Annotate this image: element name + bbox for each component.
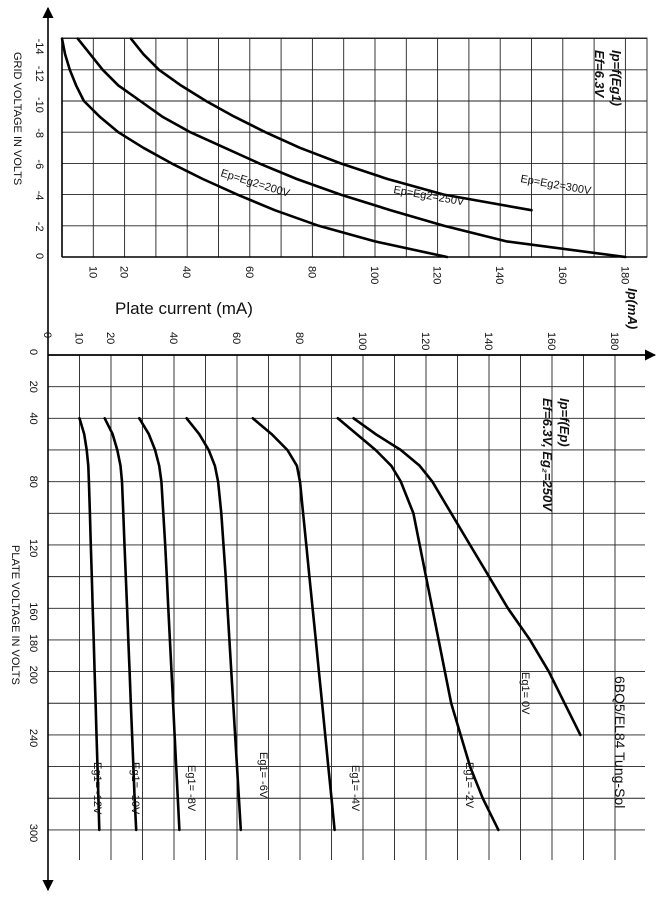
tick-label-current-2: 10 xyxy=(73,332,85,344)
tick-label-current-1: 40 xyxy=(180,266,192,278)
series-label-1: Ep=Eg2=300V xyxy=(519,173,592,197)
tick-label-plate-voltage: 80 xyxy=(27,476,39,488)
tick-label-current-1: 80 xyxy=(305,266,317,278)
tick-label-current-2: 180 xyxy=(608,332,620,350)
curves-chart-grid-voltage xyxy=(60,37,627,259)
tick-label-grid-voltage: -12 xyxy=(33,66,45,82)
tick-label-grid-voltage: -10 xyxy=(33,97,45,113)
tick-label-plate-voltage: 120 xyxy=(27,539,39,557)
plot-frame-1 xyxy=(61,37,648,258)
tick-label-current-1: 60 xyxy=(243,266,255,278)
series-label-2: Eg1= -10V xyxy=(129,762,141,815)
series-label-2: Eg1= -2V xyxy=(463,762,475,809)
tick-label-current-2: 120 xyxy=(419,332,431,350)
axis-label-ip-ma: Ip(mA) xyxy=(625,288,640,329)
tick-label-current-1: 10 xyxy=(86,266,98,278)
tick-label-plate-voltage: 180 xyxy=(27,634,39,652)
axis-label-grid-voltage: GRID VOLTAGE IN VOLTS xyxy=(11,52,23,185)
tick-label-plate-voltage: 20 xyxy=(27,381,39,393)
tick-label-plate-voltage: 0 xyxy=(27,349,39,355)
curve-eg1-10v xyxy=(103,417,138,832)
series-label-2: Eg1= -8V xyxy=(185,765,197,812)
curve-eg1-2v xyxy=(336,417,500,832)
tick-label-plate-voltage: 40 xyxy=(27,412,39,424)
tick-label-current-2: 80 xyxy=(293,332,305,344)
tick-label-grid-voltage: -4 xyxy=(33,191,45,201)
axis-label-plate-current: Plate current (mA) xyxy=(115,299,253,318)
chart-subtitle-1: Ef=6.3V xyxy=(592,50,607,99)
chart-title-1: Ip=f(Eg1) xyxy=(609,50,624,106)
datasheet-title: 6BQ5/EL84 Tung-Sol xyxy=(612,676,628,808)
tick-label-current-2: 100 xyxy=(356,332,368,350)
curve-eg1-12v xyxy=(78,417,101,832)
tick-label-current-1: 20 xyxy=(118,266,130,278)
tick-label-current-2: 20 xyxy=(104,332,116,344)
tick-label-grid-voltage: -6 xyxy=(33,159,45,169)
tick-label-current-2: 60 xyxy=(230,332,242,344)
grid-chart-grid-voltage xyxy=(61,37,648,258)
tick-label-plate-voltage: 240 xyxy=(27,729,39,747)
curve-eg1-0v xyxy=(352,417,582,737)
curve-eg1-8v xyxy=(138,417,181,832)
tick-label-current-2: 140 xyxy=(482,332,494,350)
chart-subtitle-2: Ef=6.3V, Eg₂=250V xyxy=(540,398,555,512)
curve-eg1-6v xyxy=(185,417,243,832)
series-label-2: Eg1= -6V xyxy=(257,752,269,799)
curve-ep-eg2-250v xyxy=(76,37,627,259)
tick-label-grid-voltage: -8 xyxy=(33,128,45,138)
tick-label-plate-voltage: 300 xyxy=(27,824,39,842)
tick-label-plate-voltage: 200 xyxy=(27,666,39,684)
tick-label-current-2: 0 xyxy=(41,332,53,338)
tick-label-plate-voltage: 160 xyxy=(27,602,39,620)
tick-label-current-1: 160 xyxy=(556,266,568,284)
tick-label-current-1: 140 xyxy=(493,266,505,284)
tick-label-current-2: 40 xyxy=(167,332,179,344)
tick-label-current-1: 120 xyxy=(431,266,443,284)
tick-label-current-1: 100 xyxy=(368,266,380,284)
series-label-1: Ep=Eg2=250V xyxy=(392,184,465,208)
series-label-2: Eg1= -12V xyxy=(91,762,103,815)
chart-title-2: Ip=f(Ep) xyxy=(557,398,572,447)
tick-label-grid-voltage: -14 xyxy=(33,39,45,55)
series-label-2: Eg1= 0V xyxy=(519,672,531,715)
curve-eg1-4v xyxy=(251,417,336,832)
curve-ep-eg2-300v xyxy=(129,37,533,212)
tick-label-grid-voltage: 0 xyxy=(33,253,45,259)
tick-label-current-1: 180 xyxy=(618,266,630,284)
grid-chart-plate-voltage xyxy=(42,6,657,892)
tick-label-current-2: 160 xyxy=(545,332,557,350)
curves-chart-plate-voltage xyxy=(78,417,582,832)
series-label-2: Eg1= -4V xyxy=(349,765,361,812)
curve-ep-eg2-200v xyxy=(60,37,449,259)
axis-label-plate-voltage: PLATE VOLTAGE IN VOLTS xyxy=(9,545,21,685)
tick-label-grid-voltage: -2 xyxy=(33,222,45,232)
